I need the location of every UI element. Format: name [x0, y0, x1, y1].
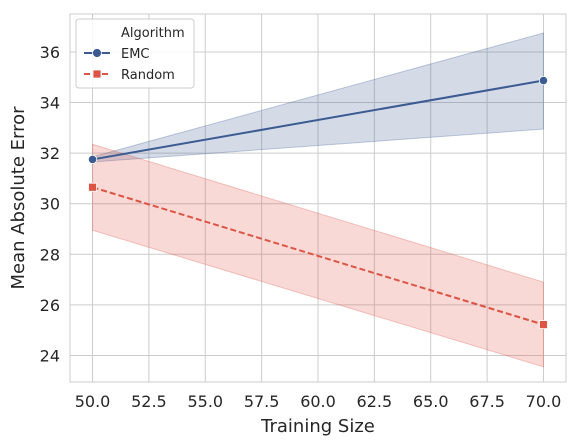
legend-marker-random: [92, 69, 102, 79]
series-markers: [87, 75, 549, 329]
data-point-emc: [538, 75, 549, 86]
y-tick-label: 32: [40, 144, 60, 163]
legend-label-random: Random: [121, 68, 175, 83]
series-line-emc: [92, 79, 544, 161]
x-tick-label: 55.0: [187, 392, 223, 411]
y-tick-labels: 24 26 28 30 32 34 36: [40, 43, 60, 366]
x-tick-label: 62.5: [357, 392, 393, 411]
x-tick-label: 57.5: [244, 392, 280, 411]
data-point-random: [539, 320, 548, 329]
x-tick-label: 70.0: [526, 392, 562, 411]
data-point-emc: [87, 154, 98, 165]
plot-frame: [69, 13, 567, 383]
x-tick-label: 67.5: [469, 392, 505, 411]
y-axis-label: Mean Absolute Error: [8, 106, 29, 290]
legend: Algorithm EMC Random: [75, 18, 195, 89]
x-tick-label: 50.0: [75, 392, 111, 411]
y-tick-label: 30: [40, 195, 60, 214]
legend-marker-emc: [92, 48, 102, 58]
x-tick-labels: 50.0 52.5 55.0 57.5 60.0 62.5 65.0 67.5 70.0: [75, 392, 562, 411]
x-tick-label: 65.0: [413, 392, 449, 411]
series-line-random: [92, 186, 544, 326]
data-point-random: [88, 182, 97, 192]
y-tick-label: 24: [40, 346, 60, 365]
legend-title: Algorithm: [121, 26, 185, 41]
y-tick-label: 28: [40, 245, 60, 264]
grid: [70, 14, 566, 382]
legend-label-emc: EMC: [121, 47, 150, 62]
legend-box: [75, 18, 195, 89]
y-tick-label: 26: [40, 296, 60, 315]
x-tick-label: 52.5: [131, 392, 167, 411]
y-tick-label: 36: [40, 43, 60, 62]
series-lines: [92, 79, 544, 326]
y-tick-label: 34: [40, 94, 60, 113]
x-axis-label: Training Size: [260, 416, 375, 437]
x-tick-label: 60.0: [300, 392, 336, 411]
